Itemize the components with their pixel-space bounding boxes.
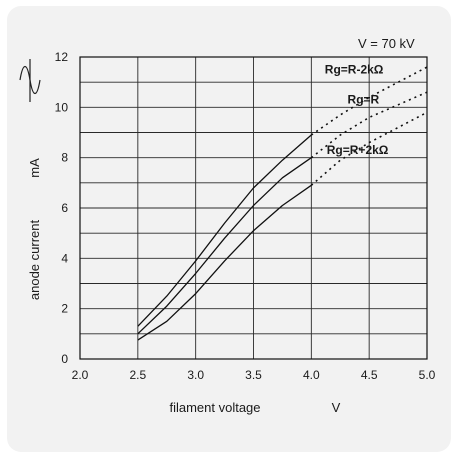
series-label: Rg=R+2kΩ — [327, 143, 389, 157]
y-tick-label: 8 — [61, 151, 68, 165]
series-label: Rg=R — [348, 93, 380, 107]
x-tick-label: 2.0 — [72, 368, 89, 382]
series-extrapolation-line — [310, 91, 428, 159]
series-label: Rg=R-2kΩ — [325, 62, 384, 76]
x-tick-label: 4.0 — [303, 368, 320, 382]
x-axis-unit: V — [332, 400, 341, 415]
series-line — [137, 184, 312, 341]
curves — [137, 66, 428, 341]
x-tick-label: 4.5 — [361, 368, 378, 382]
x-axis-label: filament voltage — [169, 400, 260, 415]
series-extrapolation-line — [310, 111, 428, 186]
curve-labels: Rg=R-2kΩ Rg=R Rg=R+2kΩ — [325, 62, 389, 157]
series-line — [137, 157, 312, 335]
y-tick-label: 0 — [61, 352, 68, 366]
ac-sine-icon — [19, 59, 41, 102]
y-tick-label: 10 — [55, 100, 69, 114]
y-tick-label: 6 — [61, 201, 68, 215]
y-tick-label: 2 — [61, 302, 68, 316]
y-axis-label: anode current — [27, 220, 42, 301]
y-axis-unit: mA — [27, 158, 42, 178]
chart-title: V = 70 kV — [358, 36, 415, 51]
x-tick-label: 2.5 — [129, 368, 146, 382]
series-line — [137, 134, 312, 327]
chart-card — [7, 6, 451, 452]
x-tick-label: 5.0 — [419, 368, 436, 382]
x-tick-label: 3.0 — [187, 368, 204, 382]
x-tick-label: 3.5 — [245, 368, 262, 382]
plot-frame — [79, 56, 428, 360]
tick-labels: 2.0 2.5 3.0 3.5 4.0 4.5 5.0 0 2 4 6 8 10 12 — [55, 50, 436, 382]
y-tick-label: 12 — [55, 50, 69, 64]
y-tick-label: 4 — [61, 251, 68, 265]
